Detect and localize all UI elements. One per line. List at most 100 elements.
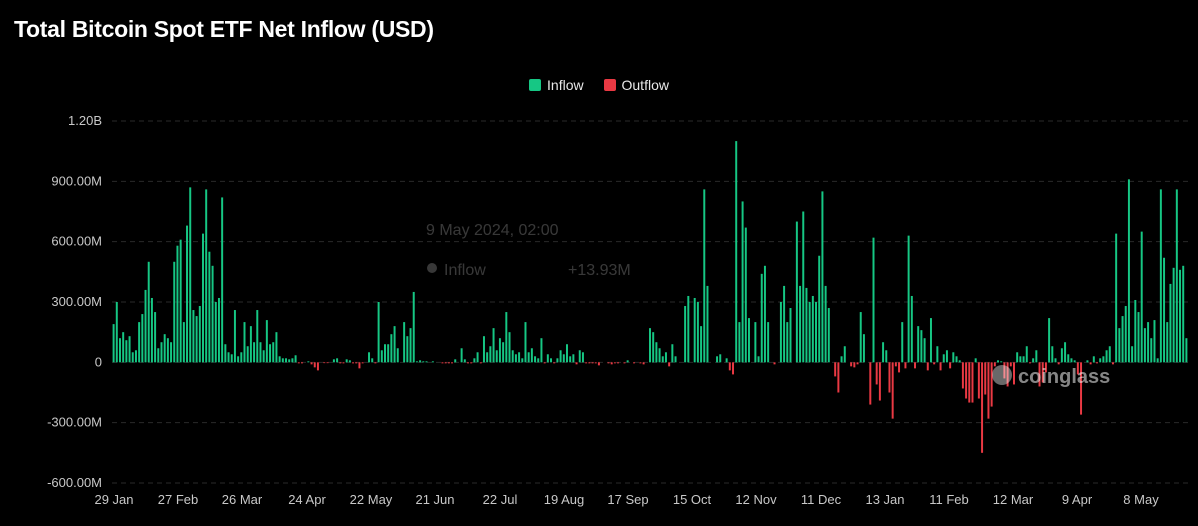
inflow-bar[interactable] [907, 235, 910, 363]
outflow-bar[interactable] [585, 362, 588, 364]
inflow-bar[interactable] [118, 338, 121, 363]
outflow-bar[interactable] [981, 362, 984, 453]
outflow-bar[interactable] [361, 362, 364, 364]
inflow-bar[interactable] [198, 306, 201, 363]
inflow-bar[interactable] [1108, 346, 1111, 363]
inflow-bar[interactable] [275, 332, 278, 363]
inflow-bar[interactable] [205, 189, 208, 363]
outflow-bar[interactable] [441, 362, 444, 364]
inflow-bar[interactable] [505, 312, 508, 363]
inflow-bar[interactable] [540, 338, 543, 363]
inflow-bar[interactable] [550, 358, 553, 363]
inflow-bar[interactable] [348, 360, 351, 363]
inflow-bar[interactable] [240, 352, 243, 363]
inflow-bar[interactable] [176, 245, 179, 363]
inflow-bar[interactable] [741, 201, 744, 363]
inflow-bar[interactable] [157, 348, 160, 363]
inflow-bar[interactable] [658, 348, 661, 363]
inflow-bar[interactable] [706, 285, 709, 363]
inflow-bar[interactable] [1150, 338, 1153, 363]
inflow-bar[interactable] [192, 310, 195, 363]
inflow-bar[interactable] [384, 344, 386, 363]
inflow-bar[interactable] [1140, 231, 1143, 363]
outflow-bar[interactable] [875, 362, 878, 385]
outflow-bar[interactable] [987, 362, 990, 419]
inflow-bar[interactable] [377, 302, 380, 363]
outflow-bar[interactable] [968, 362, 971, 403]
inflow-bar[interactable] [336, 358, 339, 363]
outflow-bar[interactable] [1009, 362, 1012, 367]
inflow-bar[interactable] [744, 227, 747, 363]
inflow-bar[interactable] [955, 356, 958, 363]
outflow-bar[interactable] [850, 362, 853, 367]
inflow-bar[interactable] [182, 322, 185, 363]
inflow-bar[interactable] [1022, 356, 1025, 363]
inflow-bar[interactable] [527, 352, 530, 363]
inflow-bar[interactable] [818, 255, 821, 363]
inflow-bar[interactable] [1054, 358, 1057, 363]
outflow-bar[interactable] [358, 362, 361, 369]
inflow-bar[interactable] [1131, 346, 1134, 363]
inflow-bar[interactable] [524, 322, 527, 363]
inflow-bar[interactable] [285, 358, 287, 363]
outflow-bar[interactable] [926, 362, 929, 371]
inflow-bar[interactable] [757, 356, 760, 363]
outflow-bar[interactable] [773, 362, 776, 365]
inflow-bar[interactable] [815, 302, 818, 363]
inflow-bar[interactable] [917, 326, 920, 363]
inflow-bar[interactable] [700, 326, 703, 363]
outflow-bar[interactable] [479, 362, 482, 364]
inflow-bar[interactable] [502, 342, 505, 363]
legend-item-outflow[interactable]: Outflow [603, 77, 669, 93]
outflow-bar[interactable] [834, 362, 837, 377]
outflow-bar[interactable] [990, 362, 993, 407]
outflow-bar[interactable] [588, 362, 591, 364]
inflow-bar[interactable] [1035, 350, 1038, 363]
inflow-bar[interactable] [811, 295, 814, 363]
inflow-bar[interactable] [958, 360, 961, 363]
outflow-bar[interactable] [451, 362, 454, 364]
outflow-bar[interactable] [728, 362, 731, 371]
inflow-bar[interactable] [872, 237, 875, 363]
inflow-bar[interactable] [763, 265, 766, 363]
outflow-bar[interactable] [553, 362, 556, 364]
outflow-bar[interactable] [1003, 362, 1006, 379]
inflow-bar[interactable] [843, 346, 846, 363]
outflow-bar[interactable] [610, 362, 613, 365]
outflow-bar[interactable] [971, 362, 974, 403]
inflow-bar[interactable] [556, 358, 559, 363]
inflow-bar[interactable] [760, 273, 763, 363]
inflow-bar[interactable] [508, 332, 511, 363]
inflow-bar[interactable] [1172, 267, 1175, 363]
outflow-bar[interactable] [297, 362, 300, 364]
inflow-bar[interactable] [719, 354, 722, 363]
inflow-bar[interactable] [910, 295, 913, 363]
inflow-bar[interactable] [482, 336, 485, 363]
inflow-bar[interactable] [824, 285, 827, 363]
inflow-bar[interactable] [291, 358, 294, 363]
inflow-bar[interactable] [661, 356, 664, 363]
outflow-bar[interactable] [313, 362, 316, 368]
inflow-bar[interactable] [566, 344, 568, 363]
inflow-bar[interactable] [166, 338, 169, 363]
outflow-bar[interactable] [888, 362, 891, 393]
inflow-bar[interactable] [144, 289, 147, 363]
inflow-bar[interactable] [217, 297, 220, 363]
inflow-bar[interactable] [945, 350, 948, 363]
outflow-bar[interactable] [933, 362, 936, 365]
inflow-bar[interactable] [1032, 358, 1035, 363]
outflow-bar[interactable] [470, 362, 473, 364]
inflow-bar[interactable] [1060, 348, 1063, 363]
inflow-bar[interactable] [154, 312, 157, 363]
inflow-bar[interactable] [262, 350, 265, 363]
inflow-bar[interactable] [779, 302, 782, 363]
inflow-bar[interactable] [562, 354, 565, 363]
inflow-bar[interactable] [141, 314, 144, 363]
inflow-bar[interactable] [920, 330, 923, 363]
outflow-bar[interactable] [623, 362, 626, 364]
outflow-bar[interactable] [1111, 362, 1114, 365]
inflow-bar[interactable] [693, 297, 696, 363]
inflow-bar[interactable] [521, 358, 524, 363]
outflow-bar[interactable] [316, 362, 319, 371]
